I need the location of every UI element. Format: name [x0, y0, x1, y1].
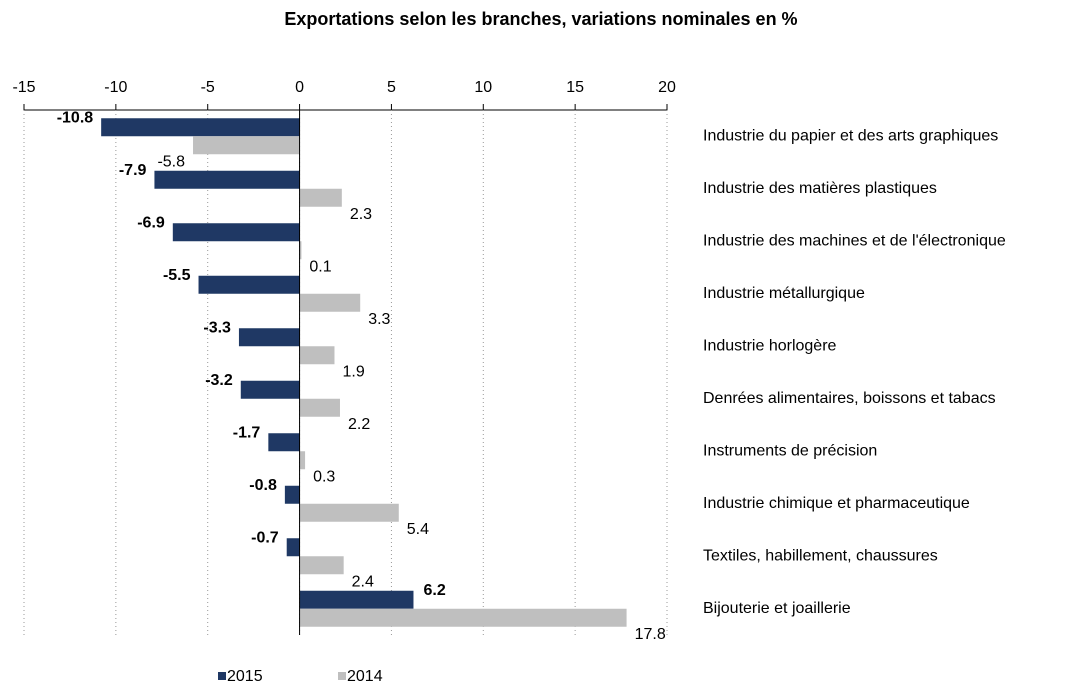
bar [240, 380, 300, 399]
data-label: 2.4 [352, 573, 374, 590]
bar [299, 590, 414, 609]
bar [286, 538, 300, 557]
data-label: -7.9 [119, 162, 147, 179]
data-label: -6.9 [137, 214, 165, 231]
data-label: -5.8 [157, 153, 185, 170]
bar [299, 346, 335, 365]
data-label: 0.1 [309, 258, 331, 275]
data-label: -3.3 [203, 319, 231, 336]
x-tick-label: -10 [104, 79, 127, 96]
legend-swatch [218, 672, 226, 680]
bar [198, 275, 300, 294]
bar [299, 451, 306, 470]
data-label: -0.8 [249, 477, 277, 494]
data-label: 6.2 [423, 582, 445, 599]
chart-title: Exportations selon les branches, variati… [284, 9, 797, 29]
bar [299, 188, 342, 207]
bar [238, 328, 300, 347]
data-label: 0.3 [313, 468, 335, 485]
category-label: Denrées alimentaires, boissons et tabacs [703, 390, 996, 407]
data-label: 2.3 [350, 206, 372, 223]
data-label: -10.8 [57, 109, 94, 126]
category-label: Industrie chimique et pharmaceutique [703, 495, 970, 512]
category-label: Industrie des machines et de l'électroni… [703, 232, 1006, 249]
category-label: Textiles, habillement, chaussures [703, 547, 938, 564]
bar [154, 170, 300, 189]
data-label: 3.3 [368, 311, 390, 328]
data-label: -1.7 [233, 424, 261, 441]
x-tick-label: 15 [566, 79, 584, 96]
bar [299, 293, 361, 312]
legend-label: 2015 [227, 668, 263, 685]
bar [268, 433, 300, 452]
x-tick-label: -15 [12, 79, 35, 96]
category-label: Bijouterie et joaillerie [703, 600, 851, 617]
data-label: 1.9 [342, 363, 364, 380]
bar [299, 503, 399, 522]
bar [101, 118, 300, 137]
bar [284, 485, 300, 504]
category-label: Industrie métallurgique [703, 285, 865, 302]
data-label: 17.8 [635, 626, 666, 643]
bar [299, 556, 344, 575]
category-label: Industrie horlogère [703, 337, 837, 354]
data-label: -5.5 [163, 267, 191, 284]
bar [299, 608, 627, 627]
bar [193, 136, 300, 155]
bar [172, 223, 300, 242]
data-label: 5.4 [407, 521, 429, 538]
category-label: Industrie des matières plastiques [703, 180, 937, 197]
x-tick-label: 20 [658, 79, 676, 96]
x-tick-label: 5 [387, 79, 396, 96]
x-tick-label: 10 [474, 79, 492, 96]
bar [299, 398, 340, 417]
legend-label: 2014 [347, 668, 383, 685]
data-label: 2.2 [348, 416, 370, 433]
bar [299, 241, 302, 260]
data-label: -3.2 [205, 372, 233, 389]
x-tick-label: -5 [201, 79, 215, 96]
category-label: Instruments de précision [703, 442, 877, 459]
category-label: Industrie du papier et des arts graphiqu… [703, 127, 998, 144]
data-label: -0.7 [251, 529, 279, 546]
legend-swatch [338, 672, 346, 680]
x-tick-label: 0 [295, 79, 304, 96]
